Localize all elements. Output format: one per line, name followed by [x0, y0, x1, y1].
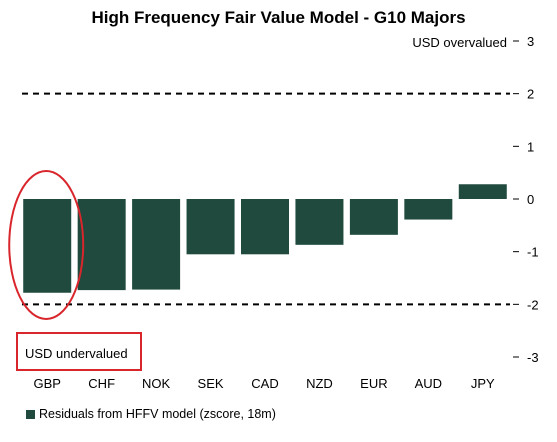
x-tick-label: CAD — [251, 376, 278, 391]
y-tick-label: 0 — [527, 192, 534, 207]
x-tick-label: CHF — [88, 376, 115, 391]
bar-gbp — [23, 199, 72, 293]
y-tick-label: -1 — [527, 245, 539, 260]
x-tick-label: GBP — [33, 376, 60, 391]
chart-title: High Frequency Fair Value Model - G10 Ma… — [91, 8, 466, 27]
x-tick-label: AUD — [415, 376, 442, 391]
y-tick-label: 3 — [527, 34, 534, 49]
bar-nok — [132, 199, 181, 290]
annotation-usd-undervalued: USD undervalued — [25, 346, 128, 361]
y-tick-label: -3 — [527, 350, 539, 365]
legend-swatch — [26, 409, 35, 419]
highlight-ellipse — [8, 170, 85, 320]
bar-aud — [404, 199, 453, 220]
annotation-usd-overvalued: USD overvalued — [412, 35, 507, 50]
x-tick-label: NOK — [142, 376, 171, 391]
legend: Residuals from HFFV model (zscore, 18m) — [26, 407, 276, 421]
x-tick-label: EUR — [360, 376, 387, 391]
bar-cad — [241, 199, 289, 255]
bar-chf — [77, 199, 126, 291]
y-tick-label: -2 — [527, 297, 539, 312]
bar-eur — [349, 199, 398, 235]
bar-jpy — [458, 184, 507, 199]
x-tick-label: JPY — [471, 376, 495, 391]
y-tick-label: 2 — [527, 87, 534, 102]
annotation-box — [16, 332, 142, 371]
legend-label: Residuals from HFFV model (zscore, 18m) — [39, 407, 276, 421]
y-tick-label: 1 — [527, 139, 534, 154]
x-tick-label: SEK — [198, 376, 224, 391]
x-tick-label: NZD — [306, 376, 333, 391]
bar-nzd — [295, 199, 344, 245]
bar-sek — [186, 199, 235, 255]
